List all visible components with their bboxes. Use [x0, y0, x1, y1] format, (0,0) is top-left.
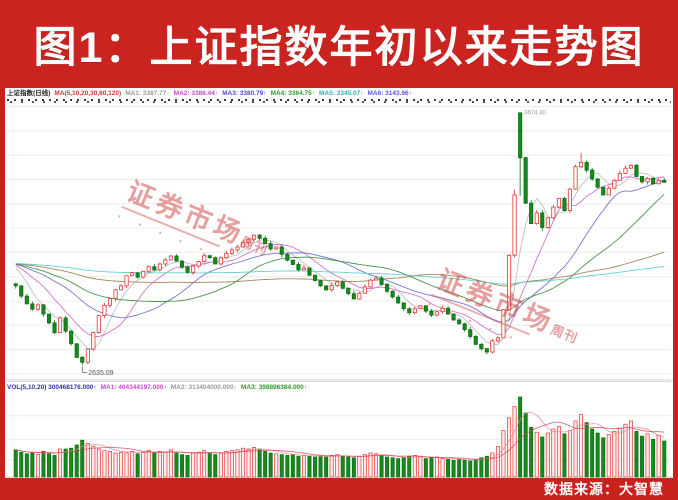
- indicator-value: MA2: 313404000.000↑: [170, 384, 237, 391]
- low-price-label: 2635.09: [88, 370, 113, 377]
- candlestick-volume-chart: 2635.09 3674.40: [5, 105, 673, 478]
- signal-tick-strip: [7, 99, 671, 103]
- indicator-value: MA6: 3143.96↑: [367, 90, 412, 97]
- indicator-value: MA2: 3386.44↑: [173, 90, 219, 97]
- figure-title-banner: 图1：上证指数年初以来走势图: [0, 0, 678, 88]
- data-source-label: 数据来源：大智慧: [544, 481, 664, 497]
- source-banner: 数据来源：大智慧: [0, 478, 678, 500]
- indicator-value: MA5: 3345.07↑: [319, 90, 364, 97]
- indicator-value: MA4: 3364.75↑: [270, 90, 316, 97]
- figure-title: 图1：上证指数年初以来走势图: [33, 24, 645, 72]
- stock-chart-panel: 上证指数(日线) MA(5,10,20,30,60,120) MA1: 3387.7…: [5, 88, 673, 478]
- indicator-value: VOL(5,10,20) 300468176.000↑: [7, 384, 97, 391]
- indicator-value: 上证指数(日线): [7, 90, 51, 97]
- high-price-label: 3674.40: [524, 111, 546, 117]
- indicator-value: MA1: 3387.77↑: [125, 90, 170, 97]
- indicator-value: MA3: 3380.79↑: [222, 90, 267, 97]
- ma-indicator-readout: 上证指数(日线) MA(5,10,20,30,60,120) MA1: 3387.7…: [7, 89, 671, 98]
- volume-indicator-readout: VOL(5,10,20) 300468176.000↑ MA1: 40434419…: [7, 381, 671, 393]
- indicator-value: MA3: 398896384.000↑: [240, 384, 308, 391]
- indicator-value: MA(5,10,20,30,60,120): [54, 90, 122, 97]
- indicator-value: MA1: 404344197.000↑: [100, 384, 167, 391]
